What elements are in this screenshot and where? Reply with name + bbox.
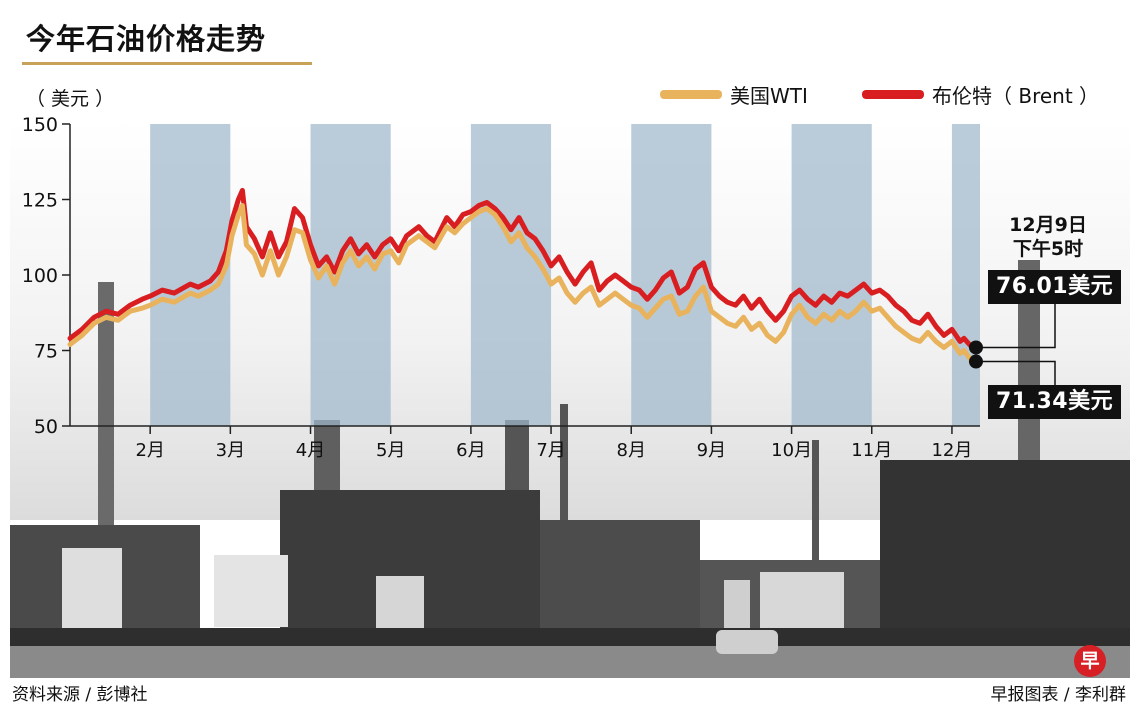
waterfront [10,628,1130,646]
storage-tank [376,576,424,628]
refinery-block [880,460,1130,635]
source-note: 资料来源 / 彭博社 [12,685,148,705]
wti-leader-line [975,360,1056,390]
gridlines [62,123,70,427]
x-tick-label: 7月 [536,440,565,461]
x-tick-label: 8月 [617,440,646,461]
y-tick-label: 75 [34,341,58,363]
legend-label-brent: 布伦特（ Brent ） [932,84,1100,108]
x-tick-labels: 2月 3月 4月 5月 6月 7月 8月 9月 10月 11月 12月 [135,426,972,461]
x-tick-label: 10月 [771,440,812,461]
month-band [791,124,872,426]
legend-swatch-brent [862,90,924,99]
storage-tank [62,548,122,628]
month-band [470,124,552,426]
legend-swatch-wti [660,90,722,99]
callout-timestamp: 12月9日 下午5时 [998,213,1098,261]
boat [716,630,778,654]
credit-note: 早报图表 / 李利群 [990,685,1126,705]
brent-price-label: 76.01美元 [988,270,1122,304]
legend-item-wti: 美国WTI [660,80,808,109]
month-band [310,124,391,426]
refinery-background [10,260,1130,678]
y-tick-label: 50 [34,416,58,438]
y-tick-labels: 50 75 100 125 150 [22,114,58,438]
wti-price-label: 71.34美元 [988,385,1122,419]
month-band [951,124,980,426]
x-tick-label: 2月 [135,440,164,461]
x-tick-label: 3月 [216,440,245,461]
callout-time: 下午5时 [1012,238,1084,260]
chimney [812,440,819,580]
y-tick-label: 150 [22,114,58,136]
x-tick-label: 4月 [296,440,325,461]
y-axis-unit-label: （ 美元 ） [26,88,115,110]
refinery-block [540,520,700,630]
water [10,646,1130,678]
storage-tank [760,572,844,628]
title-underline [22,62,312,65]
x-tick-label: 11月 [851,440,892,461]
endpoint-markers [968,300,1056,390]
storage-tank [724,580,750,628]
x-tick-label: 6月 [456,440,485,461]
x-tick-label: 9月 [697,440,726,461]
legend-item-brent: 布伦特（ Brent ） [862,80,1099,109]
brent-leader-line [975,300,1056,349]
series-lines [67,187,975,365]
legend-label-wti: 美国WTI [730,84,808,108]
newspaper-logo: 早 [1074,645,1106,677]
callout-date: 12月9日 [1009,214,1087,236]
wti-endpoint [968,354,983,369]
y-tick-label: 100 [22,265,58,287]
chimney [98,282,114,552]
series-line-wti [67,203,975,365]
storage-tank [214,555,288,627]
chimney [560,404,568,574]
brent-endpoint [968,340,983,355]
y-tick-label: 125 [22,190,58,212]
chart-title: 今年石油价格走势 [26,22,267,56]
x-tick-label: 5月 [376,440,405,461]
x-tick-label: 12月 [931,440,972,461]
